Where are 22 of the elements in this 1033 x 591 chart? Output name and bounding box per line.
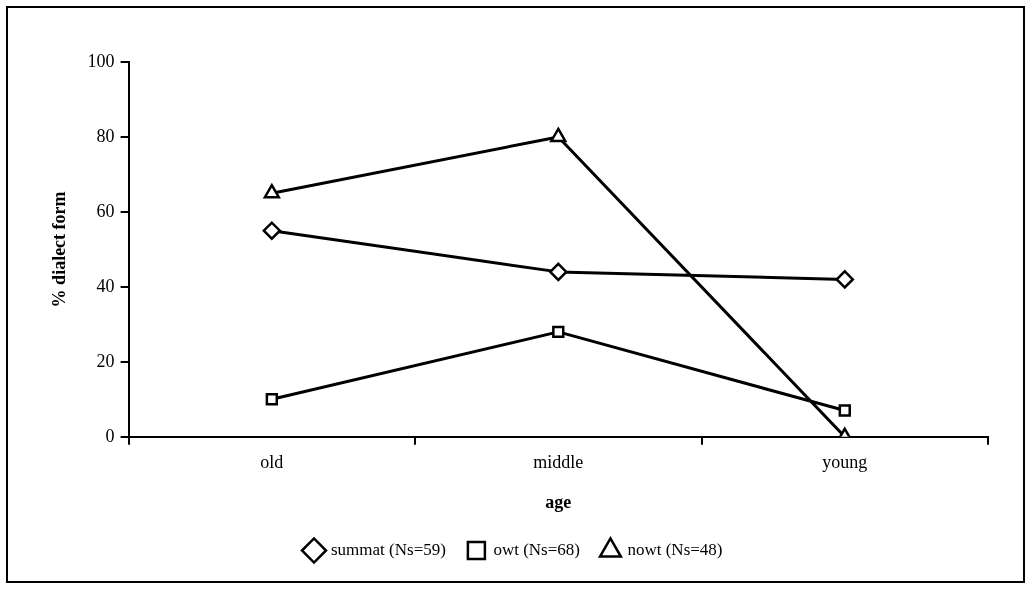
x-tick-label: old [260, 452, 284, 473]
y-tick-label: 20 [96, 350, 115, 371]
y-tick-label: 100 [87, 50, 115, 71]
legend-label: summat (Ns=59) [331, 539, 446, 559]
y-tick-label: 60 [96, 200, 115, 221]
point [549, 262, 568, 282]
point [838, 404, 851, 417]
x-tick-label: middle [533, 452, 584, 473]
point [262, 221, 282, 240]
point [265, 393, 279, 406]
y-tick-label: 40 [96, 275, 115, 296]
x-axis-title: age [545, 491, 572, 512]
x-tick-label: young [822, 452, 868, 473]
legend-label: nowt (Ns=48) [627, 539, 723, 559]
point [835, 270, 855, 289]
point [550, 127, 567, 143]
legend-label: owt (Ns=68) [493, 539, 580, 559]
y-tick-label: 0 [105, 425, 115, 446]
y-tick-label: 80 [96, 125, 115, 146]
point [552, 325, 565, 339]
y-axis-title: % dialect form [49, 191, 70, 308]
point [263, 183, 281, 199]
